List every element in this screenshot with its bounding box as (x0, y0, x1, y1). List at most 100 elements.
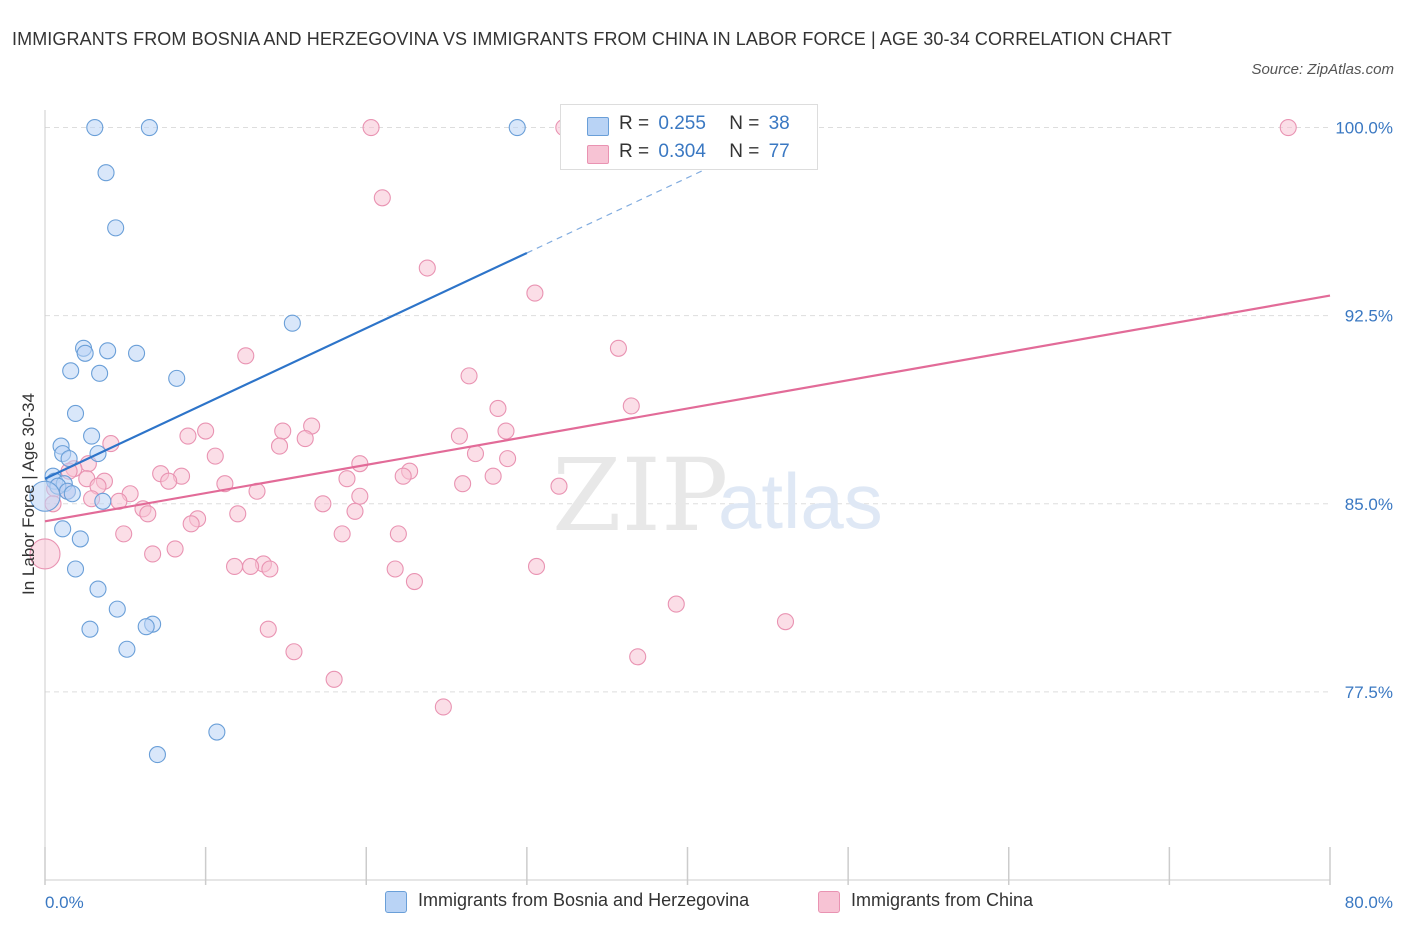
point-china (450, 427, 468, 445)
n-label: N = (729, 141, 760, 162)
point-bosnia (99, 342, 117, 360)
point-china (434, 698, 452, 716)
point-china (394, 467, 412, 485)
point-china (776, 613, 795, 631)
x-tick-label: 0.0% (45, 893, 84, 912)
point-china (373, 189, 391, 207)
point-china (225, 557, 244, 576)
y-tick-label: 100.0% (1335, 119, 1393, 138)
point-bosnia (83, 427, 101, 445)
point-china (182, 515, 200, 533)
watermark-atlas: atlas (718, 457, 883, 545)
point-china (179, 427, 197, 445)
point-china (285, 643, 303, 661)
point-china (197, 422, 215, 440)
point-bosnia (208, 723, 226, 741)
point-china (454, 475, 472, 493)
point-china (216, 475, 234, 493)
point-china (115, 525, 133, 543)
watermark-zip: ZIP (552, 437, 728, 554)
axis-labels: 77.5% 85.0% 92.5% 100.0% 0.0% 80.0% (45, 119, 1393, 912)
point-china (484, 467, 502, 485)
point-china (237, 347, 255, 365)
point-china (144, 545, 162, 563)
y-tick-label: 92.5% (1345, 307, 1393, 326)
point-bosnia (81, 620, 99, 638)
point-china (362, 119, 380, 137)
point-china (460, 367, 478, 385)
y-axis-label: In Labor Force | Age 30-34 (19, 393, 38, 595)
n-value: 77 (768, 141, 790, 162)
point-bosnia (89, 580, 107, 598)
point-china (346, 502, 364, 520)
point-bosnia (168, 369, 186, 387)
point-china (351, 455, 369, 473)
x-tick-label: 80.0% (1345, 893, 1393, 912)
point-bosnia (508, 119, 526, 137)
trend-line-bosnia (44, 251, 528, 480)
point-china (259, 620, 277, 638)
legend-swatch-blue (385, 891, 407, 913)
point-bosnia (118, 640, 136, 658)
point-bosnia (66, 560, 85, 578)
legend-swatch-blue (587, 117, 609, 136)
point-bosnia (76, 344, 94, 362)
point-bosnia (137, 618, 155, 636)
point-china (667, 595, 685, 613)
point-bosnia (86, 119, 104, 137)
point-china (139, 505, 157, 523)
point-bosnia (54, 520, 72, 538)
point-bosnia (94, 492, 112, 510)
point-china (526, 284, 544, 302)
point-china (550, 477, 568, 495)
point-china (242, 557, 260, 576)
point-china (206, 447, 224, 465)
point-bosnia (128, 344, 146, 362)
series-legend: Immigrants from Bosnia and Herzegovina I… (0, 889, 1406, 915)
y-tick-label: 85.0% (1345, 495, 1393, 514)
point-china (338, 470, 356, 488)
r-label: R = (619, 141, 650, 162)
point-china (325, 670, 343, 688)
source-label: Source: ZipAtlas.com (1251, 61, 1394, 78)
r-value: 0.255 (658, 113, 706, 134)
point-bosnia (71, 530, 89, 548)
trend-line-china (44, 294, 1331, 523)
point-bosnia (63, 485, 81, 503)
point-bosnia (283, 314, 301, 332)
point-china (386, 560, 404, 578)
point-china (418, 259, 436, 277)
point-china (296, 430, 314, 448)
n-value: 38 (768, 113, 790, 134)
correlation-legend: R = 0.255 N = 38 R = 0.304 N = 77 (560, 104, 818, 170)
point-china (314, 495, 332, 513)
legend-swatch-pink (818, 891, 840, 913)
point-china (609, 339, 627, 357)
point-china (270, 437, 289, 455)
point-china (351, 487, 369, 505)
point-china (274, 422, 292, 440)
point-bosnia (97, 164, 115, 182)
point-china (497, 422, 515, 440)
point-china (261, 560, 279, 578)
legend-swatch-pink (587, 145, 609, 164)
point-bosnia (66, 404, 85, 423)
y-tick-label: 77.5% (1345, 683, 1393, 702)
data-points (29, 119, 1297, 764)
point-china (489, 399, 507, 418)
chart-title: IMMIGRANTS FROM BOSNIA AND HERZEGOVINA V… (12, 29, 1172, 49)
legend-label-china: Immigrants from China (851, 890, 1034, 910)
point-china (166, 540, 184, 558)
point-china (527, 557, 546, 576)
point-china (622, 397, 640, 415)
point-bosnia (140, 119, 158, 137)
point-bosnia (108, 600, 126, 618)
point-bosnia (107, 219, 125, 237)
point-bosnia (29, 480, 61, 512)
r-value: 0.304 (658, 141, 706, 162)
n-label: N = (729, 113, 760, 134)
point-china (160, 472, 178, 490)
legend-label-bosnia: Immigrants from Bosnia and Herzegovina (418, 890, 750, 910)
gridlines (45, 127, 1330, 693)
point-china (389, 525, 407, 543)
